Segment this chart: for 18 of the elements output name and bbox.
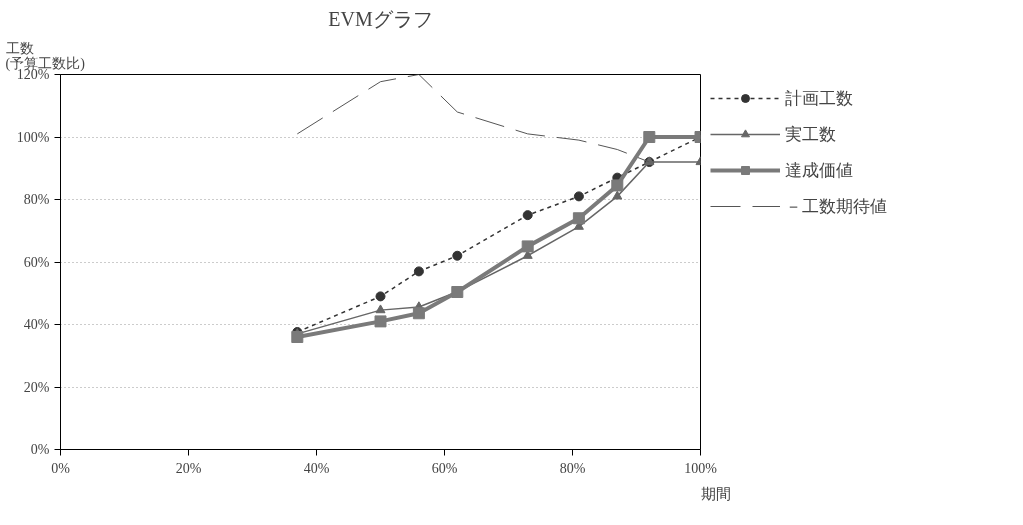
y-tick-label: 100%	[16, 129, 50, 145]
legend-label: －工数期待値	[785, 195, 887, 218]
legend-label: 計画工数	[785, 87, 853, 110]
chart-title: EVMグラフ	[328, 7, 433, 30]
y-tick-label: 40%	[23, 317, 50, 332]
x-tick-label: 60%	[431, 460, 458, 476]
x-tick-label: 0%	[51, 460, 71, 476]
x-tick-label: 40%	[303, 460, 330, 476]
legend-label: 達成価値	[785, 159, 853, 182]
y-tick-label: 80%	[23, 192, 50, 207]
y-tick-label: 0%	[30, 442, 50, 457]
legend-label: 実工数	[785, 123, 836, 146]
x-axis-title: 期間	[700, 485, 731, 502]
x-tick-label: 100%	[684, 460, 718, 476]
y-tick-label: 60%	[23, 254, 50, 270]
y-tick-label: 20%	[23, 379, 50, 395]
x-tick-label: 80%	[559, 460, 586, 476]
x-tick-label: 20%	[175, 460, 202, 476]
